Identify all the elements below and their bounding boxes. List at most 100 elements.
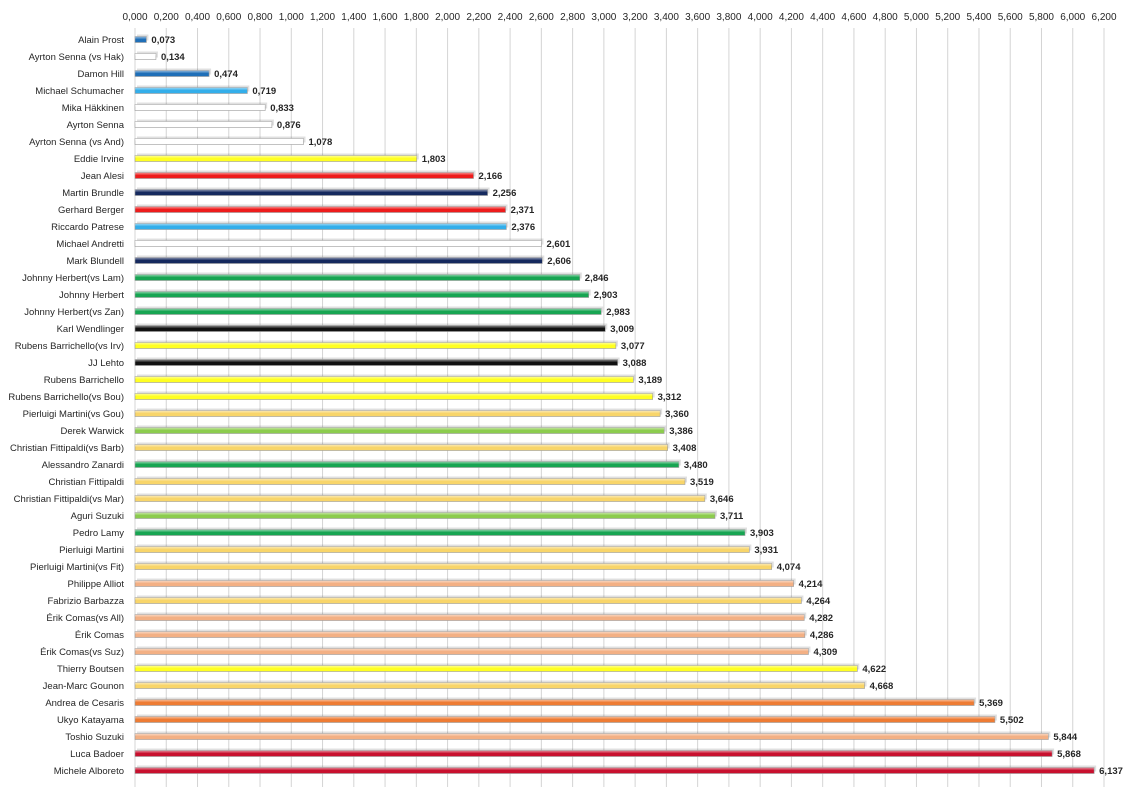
x-tick-label: 1,400 bbox=[341, 12, 366, 23]
category-label: Karl Wendlinger bbox=[57, 324, 124, 335]
bar-face bbox=[134, 257, 543, 264]
category-label: Toshio Suzuki bbox=[65, 732, 124, 743]
bar-highlight bbox=[135, 750, 1053, 753]
value-label: 2,376 bbox=[511, 222, 535, 233]
bar bbox=[134, 204, 508, 213]
category-label: JJ Lehto bbox=[88, 358, 124, 369]
x-tick-label: 5,200 bbox=[935, 12, 960, 23]
bar bbox=[134, 663, 860, 672]
bar bbox=[134, 612, 807, 621]
bar-highlight bbox=[135, 189, 488, 192]
bar-face bbox=[134, 444, 668, 451]
x-tick-label: 0,400 bbox=[185, 12, 210, 23]
value-label: 3,408 bbox=[673, 443, 697, 454]
value-label: 2,166 bbox=[479, 171, 503, 182]
category-label: Jean-Marc Gounon bbox=[43, 681, 124, 692]
bar bbox=[134, 221, 509, 230]
value-label: 2,606 bbox=[547, 256, 571, 267]
bar-face bbox=[134, 665, 858, 672]
value-label: 4,309 bbox=[813, 647, 837, 658]
bar-highlight bbox=[135, 529, 746, 532]
x-tick-label: 5,800 bbox=[1029, 12, 1054, 23]
x-tick-label: 0,200 bbox=[154, 12, 179, 23]
bar bbox=[134, 408, 663, 417]
bar-highlight bbox=[135, 512, 715, 515]
bar-highlight bbox=[135, 699, 975, 702]
category-label: Derek Warwick bbox=[60, 426, 124, 437]
bar-face bbox=[134, 750, 1053, 757]
bar bbox=[134, 51, 158, 60]
x-tick-label: 6,000 bbox=[1060, 12, 1085, 23]
value-label: 3,480 bbox=[684, 460, 708, 471]
x-tick-label: 2,800 bbox=[560, 12, 585, 23]
bar-face bbox=[134, 189, 488, 196]
category-label: Pedro Lamy bbox=[73, 528, 124, 539]
value-label: 5,868 bbox=[1057, 749, 1081, 760]
value-label: 3,077 bbox=[621, 341, 645, 352]
category-label: Alain Prost bbox=[78, 35, 124, 46]
bar-highlight bbox=[135, 53, 156, 56]
bar-highlight bbox=[135, 257, 543, 260]
category-label: Martin Brundle bbox=[62, 188, 124, 199]
bar bbox=[134, 119, 274, 128]
x-tick-label: 2,000 bbox=[435, 12, 460, 23]
bar-face bbox=[134, 597, 802, 604]
bar-face bbox=[134, 767, 1095, 774]
x-tick-label: 3,600 bbox=[685, 12, 710, 23]
bar bbox=[134, 374, 636, 383]
bar-highlight bbox=[135, 478, 685, 481]
bar bbox=[134, 391, 655, 400]
bar-highlight bbox=[135, 223, 507, 226]
bar bbox=[134, 697, 977, 706]
value-label: 2,903 bbox=[594, 290, 618, 301]
bar-face bbox=[134, 138, 304, 145]
bar-highlight bbox=[135, 631, 805, 634]
x-tick-label: 1,800 bbox=[404, 12, 429, 23]
bar-face bbox=[134, 104, 266, 111]
x-tick-label: 2,400 bbox=[498, 12, 523, 23]
bar bbox=[134, 306, 604, 315]
bar-highlight bbox=[135, 155, 417, 158]
bars bbox=[134, 34, 1097, 774]
bar-face bbox=[134, 631, 806, 638]
category-label: Thierry Boutsen bbox=[57, 664, 124, 675]
bar-highlight bbox=[135, 546, 750, 549]
bar bbox=[134, 289, 591, 298]
bar bbox=[134, 238, 544, 247]
category-label: Mark Blundell bbox=[66, 256, 124, 267]
value-label: 5,844 bbox=[1053, 732, 1077, 743]
bar bbox=[134, 170, 476, 179]
bar-highlight bbox=[135, 614, 805, 617]
bar-face bbox=[134, 716, 996, 723]
bar-highlight bbox=[135, 240, 542, 243]
x-tick-label: 4,400 bbox=[810, 12, 835, 23]
bar-highlight bbox=[135, 359, 618, 362]
bar-highlight bbox=[135, 308, 602, 311]
value-label: 3,009 bbox=[610, 324, 634, 335]
bar-face bbox=[134, 495, 706, 502]
bar-face bbox=[134, 359, 618, 366]
bar-highlight bbox=[135, 563, 772, 566]
bar-highlight bbox=[135, 733, 1049, 736]
x-tick-label: 0,600 bbox=[216, 12, 241, 23]
category-label: Jean Alesi bbox=[81, 171, 124, 182]
value-label: 2,983 bbox=[606, 307, 630, 318]
bar-highlight bbox=[135, 172, 474, 175]
bar-face bbox=[134, 393, 653, 400]
bar-face bbox=[134, 121, 273, 128]
category-label: Pierluigi Martini(vs Gou) bbox=[23, 409, 124, 420]
category-label: Johnny Herbert(vs Zan) bbox=[24, 307, 124, 318]
bar bbox=[134, 476, 687, 485]
value-label: 6,137 bbox=[1099, 766, 1123, 777]
bar bbox=[134, 493, 707, 502]
value-label: 2,601 bbox=[547, 239, 571, 250]
bar bbox=[134, 85, 250, 94]
bar-face bbox=[134, 529, 746, 536]
x-tick-label: 1,000 bbox=[279, 12, 304, 23]
value-label: 0,719 bbox=[252, 86, 276, 97]
x-tick-label: 5,400 bbox=[966, 12, 991, 23]
bar-face bbox=[134, 410, 661, 417]
category-label: Luca Badoer bbox=[70, 749, 124, 760]
x-tick-label: 4,600 bbox=[841, 12, 866, 23]
